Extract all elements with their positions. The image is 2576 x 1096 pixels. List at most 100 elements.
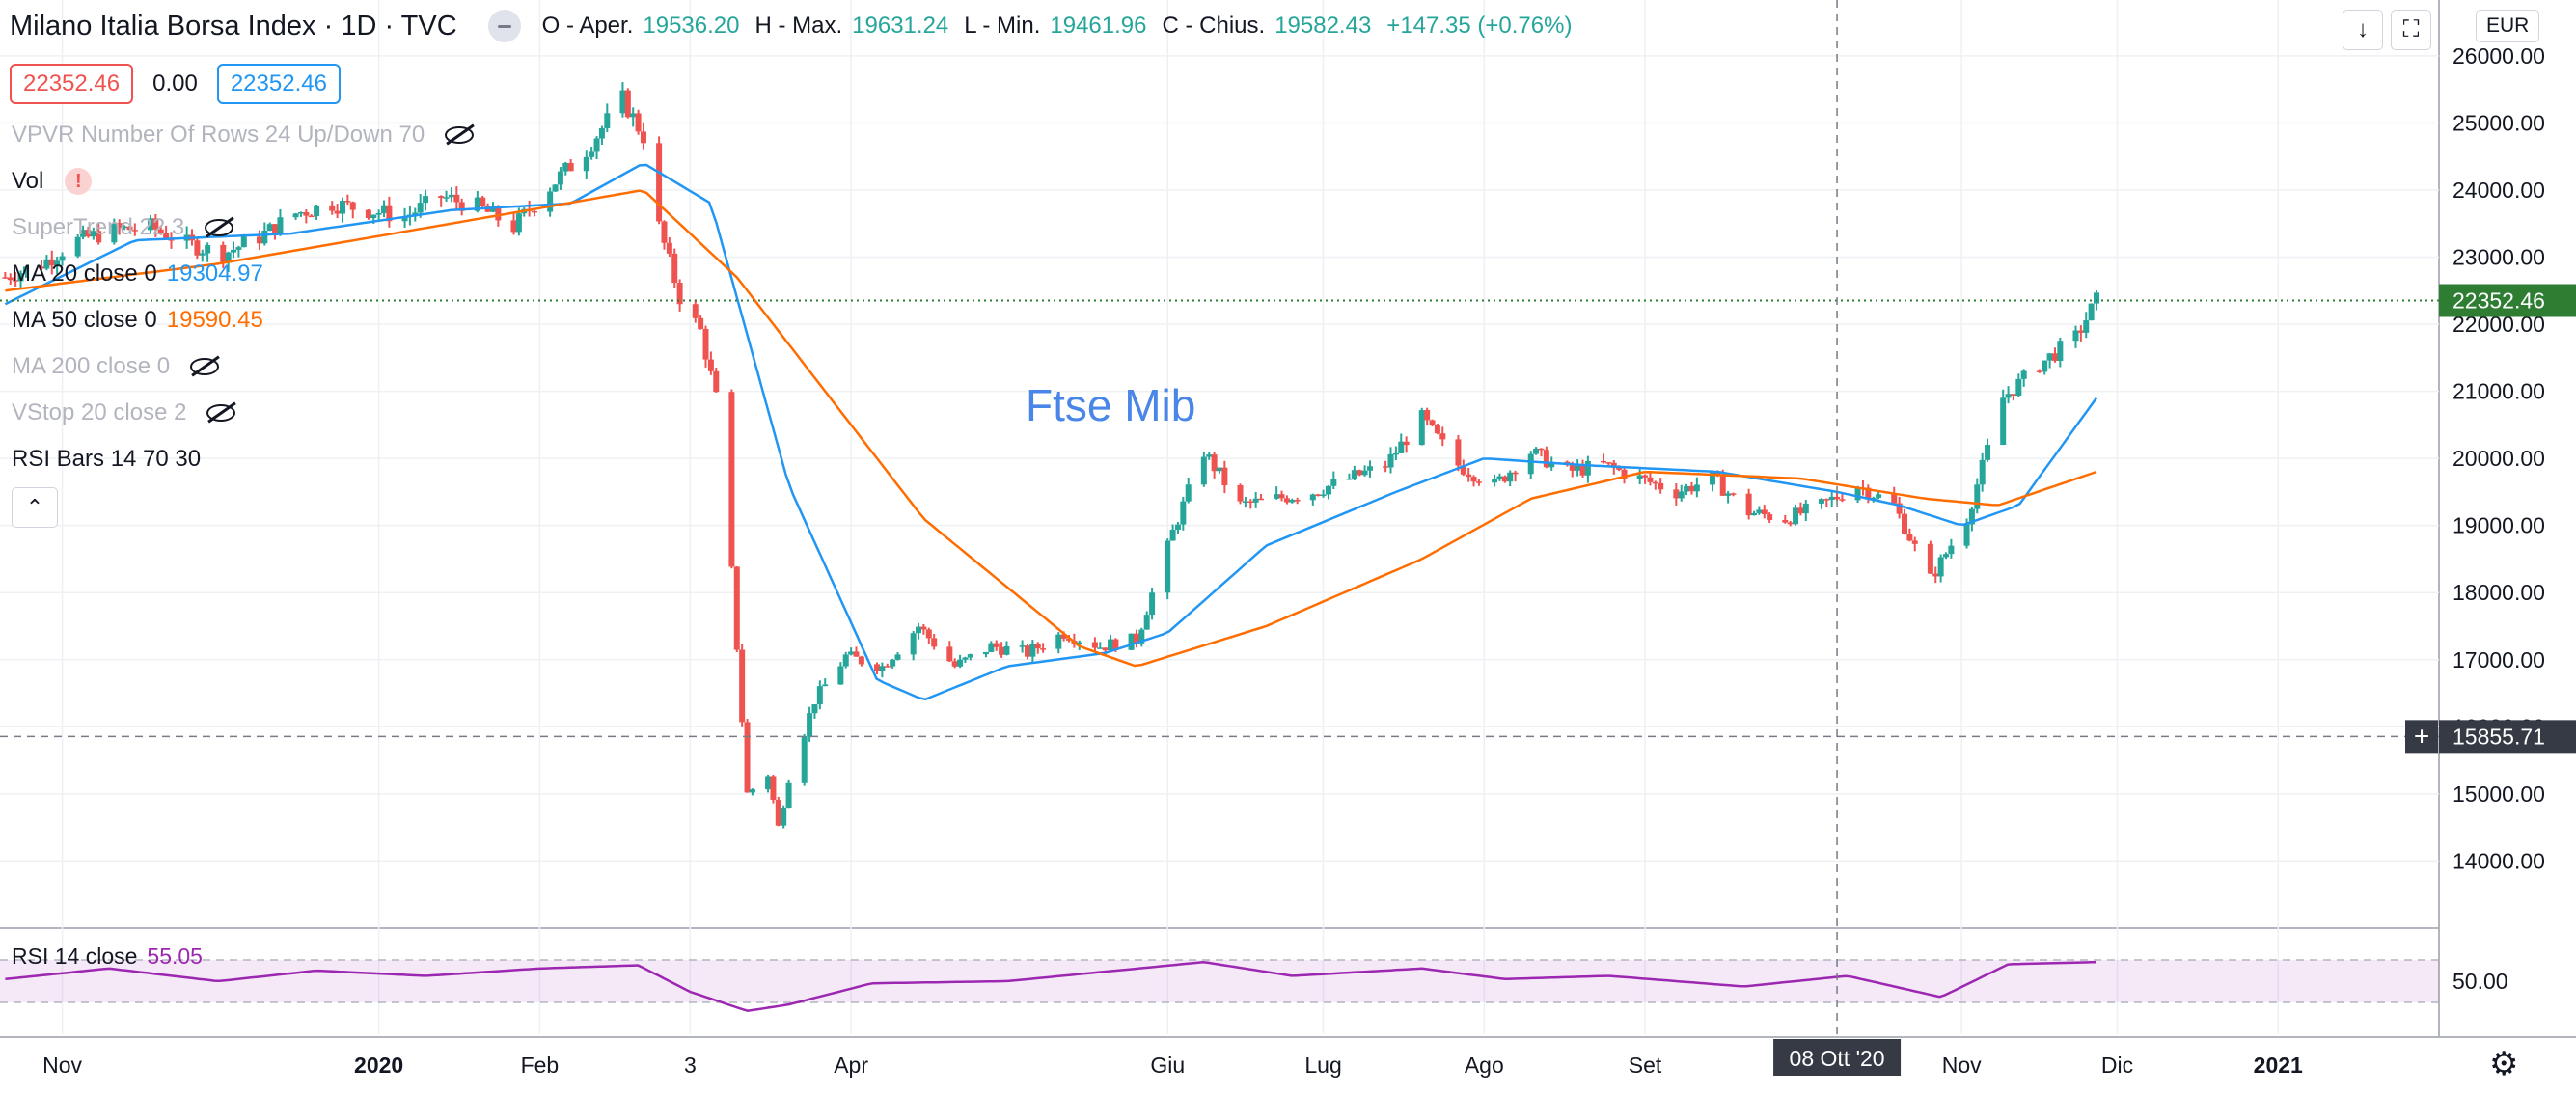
candle-body: [1751, 512, 1758, 516]
candle-body: [1787, 522, 1794, 525]
candle-body: [199, 253, 206, 256]
x-tick-label: 2021: [2254, 1053, 2303, 1078]
candle-body: [593, 138, 600, 152]
candle-body: [879, 666, 886, 671]
candle-body: [231, 249, 237, 253]
candle-body: [1979, 459, 1986, 485]
candle-body: [1548, 461, 1555, 468]
crosshair-date-label: 08 Ott '20: [1790, 1046, 1885, 1071]
candle-body: [515, 213, 522, 233]
candle-body: [495, 206, 502, 221]
candle-body: [1424, 410, 1431, 421]
candle-body: [349, 202, 356, 210]
candle-body: [1756, 509, 1763, 513]
candle-body: [1029, 644, 1036, 657]
legend-rsibars[interactable]: RSI Bars 14 70 30: [12, 446, 201, 473]
gear-icon[interactable]: ⚙: [2489, 1046, 2519, 1082]
candle-body: [225, 252, 232, 263]
eye-off-icon[interactable]: [442, 123, 479, 148]
change-value: +147.35 (+0.76%): [1386, 13, 1573, 39]
candle-body: [1247, 501, 1254, 504]
eye-off-icon[interactable]: [202, 215, 238, 240]
x-tick-label: Ago: [1465, 1053, 1504, 1078]
candle-body: [988, 643, 995, 652]
candle-body: [1948, 545, 1955, 555]
candle-body: [1823, 499, 1830, 501]
candle-body: [853, 651, 860, 657]
chart-annotation[interactable]: Ftse Mib: [1026, 380, 1196, 430]
candle-body: [1937, 557, 1944, 577]
more-menu-button[interactable]: [487, 10, 521, 42]
warning-icon[interactable]: !: [65, 168, 93, 195]
candle-body: [982, 651, 989, 655]
candle-body: [1242, 501, 1248, 504]
eye-off-icon[interactable]: [187, 354, 224, 379]
candle-body: [1357, 470, 1363, 476]
candle-body: [1621, 469, 1628, 479]
candle-body: [1112, 639, 1119, 650]
y-tick-label: 14000.00: [2453, 848, 2545, 873]
candle-body: [1839, 499, 1846, 501]
candle-body: [1019, 645, 1026, 647]
candle-body: [1330, 479, 1337, 486]
crosshair-date-badge: [1773, 1039, 1902, 1076]
candle-body: [1274, 494, 1280, 499]
legend-vol[interactable]: Vol !: [12, 168, 93, 195]
legend-ma50[interactable]: MA 50 close 0 19590.45: [12, 307, 263, 334]
buy-price-box[interactable]: 22352.46: [216, 64, 341, 104]
candle-body: [656, 143, 663, 222]
candles-group: [2, 82, 2100, 829]
y-tick-label: 15000.00: [2453, 781, 2545, 807]
candle-body: [661, 221, 668, 243]
rsi-band: [0, 960, 2439, 1002]
candle-body: [532, 210, 538, 213]
candle-body: [2000, 397, 2007, 446]
candle-body: [152, 218, 159, 230]
symbol-title[interactable]: Milano Italia Borsa Index · 1D · TVC: [10, 10, 457, 41]
candle-body: [381, 205, 388, 213]
high-value: 19631.24: [852, 13, 949, 39]
eye-off-icon[interactable]: [204, 400, 240, 425]
candle-body: [303, 211, 310, 216]
last-price-badge: [2439, 284, 2576, 317]
x-tick-label: Nov: [42, 1053, 82, 1078]
legend-vpvr[interactable]: VPVR Number Of Rows 24 Up/Down 70: [12, 122, 479, 149]
candle-body: [604, 113, 611, 128]
candle-body: [676, 283, 683, 305]
candle-body: [2051, 353, 2058, 361]
currency-label[interactable]: EUR: [2476, 10, 2540, 42]
candle-body: [1673, 489, 1680, 499]
candle-body: [256, 236, 262, 244]
candle-body: [1174, 524, 1181, 531]
candle-body: [1211, 454, 1218, 472]
candle-body: [1761, 509, 1768, 515]
fullscreen-button[interactable]: ⛶: [2391, 10, 2431, 50]
y-tick-label: 20000.00: [2453, 446, 2545, 471]
legend-vstop[interactable]: VStop 20 close 2: [12, 399, 240, 426]
legend-vol-label: Vol: [12, 168, 44, 194]
candle-body: [266, 224, 273, 231]
candle-body: [423, 196, 429, 204]
candle-body: [1605, 462, 1612, 464]
legend-ma20[interactable]: MA 20 close 0 19304.97: [12, 260, 263, 288]
download-button[interactable]: ↓: [2343, 10, 2383, 50]
candle-body: [1636, 475, 1643, 479]
high-key: H - Max.: [754, 13, 843, 39]
candle-body: [598, 127, 605, 139]
candle-body: [999, 646, 1005, 655]
x-tick-label: Apr: [834, 1053, 868, 1078]
sell-price-box[interactable]: 22352.46: [10, 64, 134, 104]
x-tick-label: Giu: [1150, 1053, 1185, 1078]
legend-ma200[interactable]: MA 200 close 0: [12, 353, 224, 380]
legend-supertrend[interactable]: SuperTrend 22 3: [12, 214, 238, 241]
candle-body: [1392, 452, 1399, 455]
collapse-legend-button[interactable]: ⌃: [12, 487, 58, 528]
y-tick-label: 25000.00: [2453, 110, 2545, 135]
y-tick-label: 21000.00: [2453, 379, 2545, 404]
rsi-legend[interactable]: RSI 14 close 55.05: [12, 944, 203, 970]
candle-body: [443, 197, 450, 199]
candle-body: [1943, 554, 1950, 558]
candle-body: [583, 156, 589, 172]
close-value: 19582.43: [1274, 13, 1372, 39]
